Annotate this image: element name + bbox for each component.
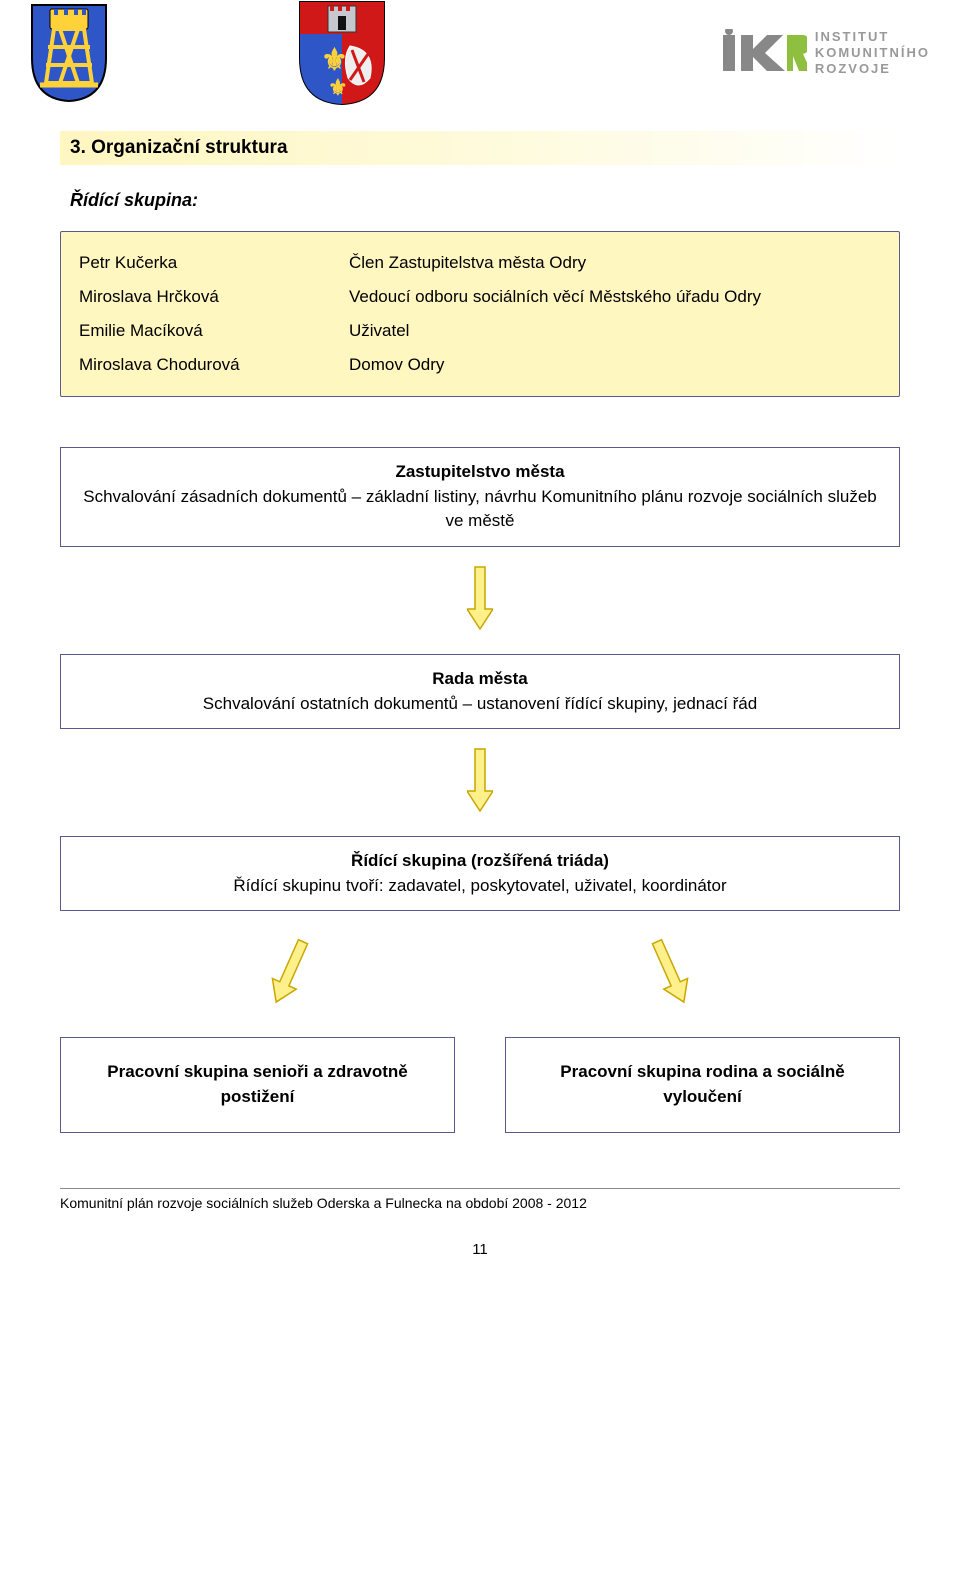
box-title: Řídící skupina (rozšířená triáda): [81, 849, 879, 874]
logo-crest-tower: [30, 3, 108, 103]
box-title: Rada města: [81, 667, 879, 692]
member-role: Člen Zastupitelstva města Odry: [349, 246, 881, 280]
footer-text: Komunitní plán rozvoje sociálních služeb…: [60, 1195, 900, 1211]
arrow-down-1: [60, 547, 900, 654]
box-ridici: Řídící skupina (rozšířená triáda) Řídící…: [60, 836, 900, 911]
arrow-pair: [60, 911, 900, 1031]
arrow-diag-left-icon: [265, 931, 315, 1011]
page-number: 11: [60, 1241, 900, 1258]
footer-rule: [60, 1188, 900, 1189]
box-rada: Rada města Schvalování ostatních dokumen…: [60, 654, 900, 729]
ikr-logo-icon: [721, 29, 807, 77]
member-role: Uživatel: [349, 314, 881, 348]
ikr-line1: INSTITUT: [815, 29, 930, 45]
svg-text:⚜: ⚜: [328, 75, 348, 100]
svg-text:⚜: ⚜: [321, 44, 348, 77]
member-row: Emilie Macíková Uživatel: [79, 314, 881, 348]
member-role: Domov Odry: [349, 348, 881, 382]
box-text: Schvalování ostatních dokumentů – ustano…: [81, 692, 879, 717]
box-text: Řídící skupinu tvoří: zadavatel, poskyto…: [81, 874, 879, 899]
working-groups-row: Pracovní skupina senioři a zdravotně pos…: [60, 1037, 900, 1132]
wg-title-l1: Pracovní skupina rodina a sociálně: [560, 1062, 844, 1081]
member-name: Miroslava Hrčková: [79, 280, 349, 314]
logo-ikr: INSTITUT KOMUNITNÍHO ROZVOJE: [721, 29, 930, 78]
member-role: Vedoucí odboru sociálních věcí Městského…: [349, 280, 881, 314]
wg-title-l1: Pracovní skupina senioři a zdravotně: [107, 1062, 407, 1081]
member-row: Petr Kučerka Člen Zastupitelstva města O…: [79, 246, 881, 280]
header-logos: ⚜ ⚜ INSTITUT KOMUNITNÍHO ROZVOJE: [0, 0, 960, 131]
arrow-down-icon: [467, 747, 493, 813]
box-zastupitelstvo: Zastupitelstvo města Schvalování zásadní…: [60, 447, 900, 547]
arrow-diag-right-icon: [645, 931, 695, 1011]
box-wg-family: Pracovní skupina rodina a sociálně vylou…: [505, 1037, 900, 1132]
ikr-line2: KOMUNITNÍHO: [815, 45, 930, 61]
arrow-down-2: [60, 729, 900, 836]
member-row: Miroslava Chodurová Domov Odry: [79, 348, 881, 382]
member-name: Emilie Macíková: [79, 314, 349, 348]
box-title: Zastupitelstvo města: [81, 460, 879, 485]
member-name: Petr Kučerka: [79, 246, 349, 280]
box-text: Schvalování zásadních dokumentů – základ…: [81, 485, 879, 534]
wg-title-l2: postižení: [221, 1087, 295, 1106]
subheading: Řídící skupina:: [70, 190, 890, 211]
section-heading-bar: 3. Organizační struktura: [60, 131, 900, 165]
steering-group-box: Petr Kučerka Člen Zastupitelstva města O…: [60, 231, 900, 397]
ikr-text: INSTITUT KOMUNITNÍHO ROZVOJE: [815, 29, 930, 78]
member-name: Miroslava Chodurová: [79, 348, 349, 382]
member-row: Miroslava Hrčková Vedoucí odboru sociáln…: [79, 280, 881, 314]
logo-crest-castle: ⚜ ⚜: [298, 0, 386, 106]
arrow-down-icon: [467, 565, 493, 631]
box-wg-seniors: Pracovní skupina senioři a zdravotně pos…: [60, 1037, 455, 1132]
crest-castle-icon: ⚜ ⚜: [298, 0, 386, 106]
ikr-line3: ROZVOJE: [815, 61, 930, 77]
section-heading: 3. Organizační struktura: [70, 137, 288, 158]
crest-tower-icon: [30, 3, 108, 103]
wg-title-l2: vyloučení: [663, 1087, 741, 1106]
page-body: 3. Organizační struktura Řídící skupina:…: [0, 131, 960, 1298]
